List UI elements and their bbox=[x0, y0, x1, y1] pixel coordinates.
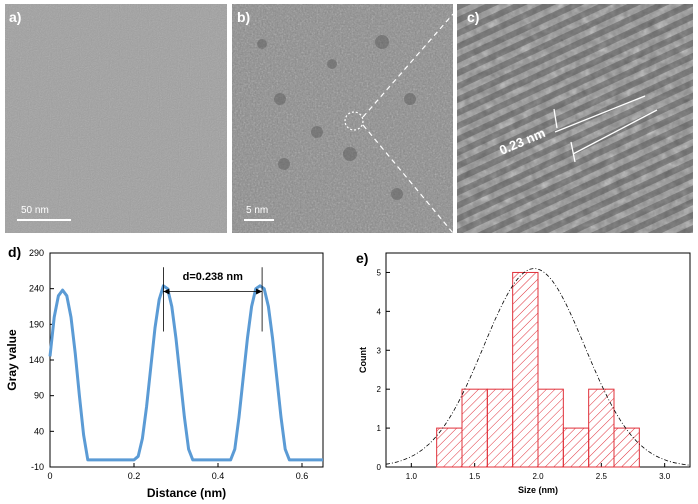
line-profile-chart: -10 40 90 140 190 240 290 0 0.2 0.4 0.6 Distance (n… bbox=[5, 248, 324, 500]
x-tick-label: 2.5 bbox=[596, 472, 608, 481]
histogram-bar bbox=[613, 427, 640, 468]
y-tick-label: 40 bbox=[34, 426, 44, 436]
y-tick-label: 140 bbox=[29, 355, 44, 365]
tem-texture-b bbox=[232, 4, 453, 233]
gray-profile-line bbox=[48, 284, 323, 462]
histogram-bar bbox=[537, 388, 564, 468]
x-tick-label: 2.0 bbox=[532, 472, 544, 481]
x-tick-label: 1.0 bbox=[406, 472, 418, 481]
panel-label-c: c) bbox=[467, 9, 480, 25]
selection-circle bbox=[344, 111, 364, 131]
panel-label-e: e) bbox=[356, 250, 369, 266]
fringe-marker-line-1 bbox=[554, 95, 646, 133]
tem-image-b: b) 5 nm bbox=[232, 4, 453, 233]
y-tick-label: 90 bbox=[34, 391, 44, 401]
histogram-bar bbox=[512, 271, 539, 468]
arrowhead-right bbox=[256, 288, 263, 295]
gaussian-fit-curve bbox=[385, 268, 691, 466]
y-tick-label: 5 bbox=[377, 268, 382, 277]
x-tick-label: 1.5 bbox=[469, 472, 481, 481]
y-tick-label: 0 bbox=[377, 463, 382, 472]
tem-image-a: a) 50 nm bbox=[5, 4, 227, 233]
x-tick-label: 0 bbox=[47, 471, 52, 481]
panel-label-a: a) bbox=[9, 9, 22, 25]
histogram-bar bbox=[562, 427, 590, 468]
nanoparticles bbox=[257, 35, 416, 200]
histogram-bar bbox=[461, 388, 488, 468]
zoom-guide-bottom bbox=[362, 124, 453, 233]
x-tick-label: 3.0 bbox=[659, 472, 671, 481]
x-tick-label: 0.6 bbox=[296, 471, 309, 481]
y-tick-label: -10 bbox=[31, 462, 44, 472]
x-axis-label: Size (nm) bbox=[518, 485, 558, 495]
scale-bar-label-b: 5 nm bbox=[246, 205, 269, 216]
fringe-arrow-1 bbox=[553, 108, 558, 129]
y-tick-label: 2 bbox=[377, 385, 382, 394]
arrowhead-left bbox=[163, 288, 170, 295]
fringe-marker-line-2 bbox=[572, 109, 658, 155]
panel-label-b: b) bbox=[237, 9, 251, 25]
y-tick-label: 1 bbox=[377, 424, 382, 433]
histogram-bar bbox=[436, 427, 463, 468]
y-axis-label: Count bbox=[358, 347, 368, 373]
tem-texture-c bbox=[457, 4, 693, 233]
scale-bar-a bbox=[17, 219, 71, 221]
spacing-label: d=0.238 nm bbox=[183, 271, 243, 283]
y-tick-label: 240 bbox=[29, 284, 44, 294]
fringe-arrow-2 bbox=[570, 141, 576, 163]
y-tick-label: 190 bbox=[29, 319, 44, 329]
scale-bar-label-a: 50 nm bbox=[21, 205, 49, 216]
histogram-bar bbox=[588, 388, 615, 468]
y-tick-label: 3 bbox=[377, 346, 382, 355]
histogram-bar bbox=[486, 388, 514, 468]
y-tick-label: 4 bbox=[377, 307, 382, 316]
scale-bar-b bbox=[244, 219, 274, 221]
size-histogram-chart: 0 1 2 3 4 5 1.0 1.5 2.0 2.5 3.0 Size (nm) Count bbox=[358, 252, 691, 495]
panel-label-d: d) bbox=[8, 244, 22, 260]
x-axis-label: Distance (nm) bbox=[147, 486, 226, 500]
y-axis-label: Gray value bbox=[5, 329, 19, 391]
zoom-guide-top bbox=[362, 13, 453, 118]
x-tick-label: 0.2 bbox=[128, 471, 141, 481]
x-tick-label: 0.4 bbox=[212, 471, 225, 481]
tem-image-c: c) 0.23 nm bbox=[457, 4, 693, 233]
y-tick-label: 290 bbox=[29, 248, 44, 258]
tem-texture-a bbox=[5, 4, 227, 233]
